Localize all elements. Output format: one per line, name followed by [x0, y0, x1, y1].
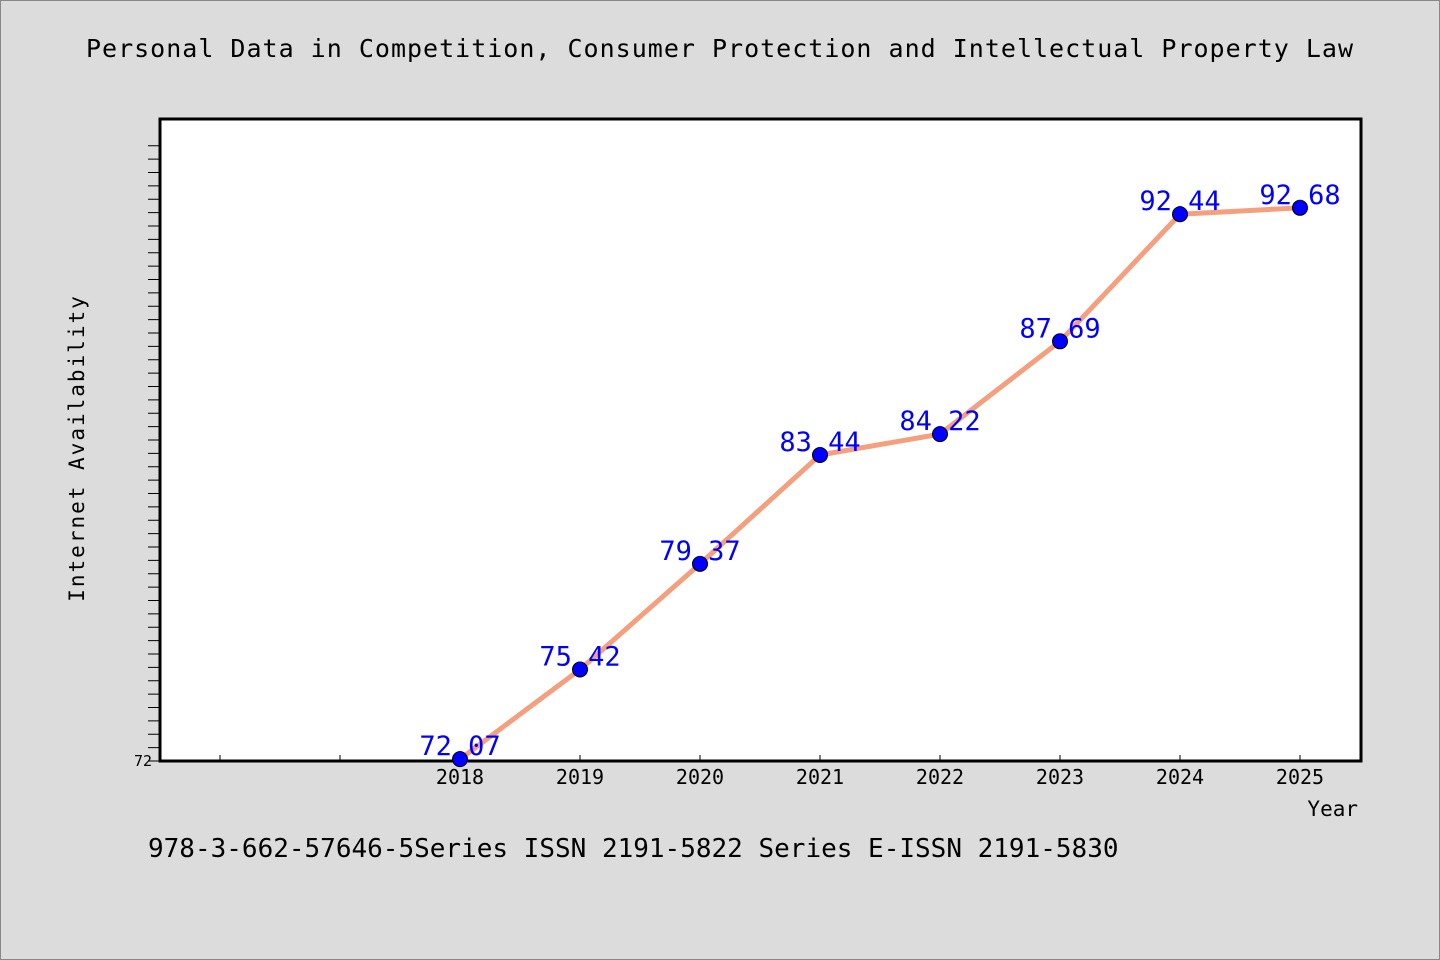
data-points: [452, 199, 1308, 768]
x-axis-label: Year: [1307, 797, 1358, 821]
x-tick-label: 2024: [1156, 765, 1204, 789]
y-tick-label: 72: [134, 752, 152, 770]
data-point: [812, 446, 828, 463]
data-point: [1292, 199, 1308, 216]
x-tick-label: 2020: [676, 765, 724, 789]
x-tick-label: 2025: [1276, 765, 1324, 789]
data-label: 72.07: [419, 731, 500, 762]
data-label: 87.69: [1019, 313, 1100, 344]
y-axis-label: Internet Availability: [65, 294, 89, 602]
data-point: [692, 555, 708, 572]
x-tick-label: 2022: [916, 765, 964, 789]
data-point: [452, 751, 468, 768]
data-label: 75.42: [539, 642, 620, 673]
chart-title: Personal Data in Competition, Consumer P…: [85, 34, 1355, 63]
data-label: 92.68: [1259, 180, 1340, 211]
x-tick-label: 2018: [436, 765, 484, 789]
data-point: [1172, 206, 1188, 223]
plot-area: [158, 117, 1363, 763]
y-axis-ticks: 72: [134, 145, 160, 770]
footer-text: 978-3-662-57646-5Series ISSN 2191-5822 S…: [148, 834, 1119, 864]
series-line: [457, 205, 1303, 762]
x-tick-label: 2019: [556, 765, 604, 789]
series-line-group: [457, 205, 1303, 762]
x-tick-label: 2023: [1036, 765, 1084, 789]
data-point: [1052, 333, 1068, 350]
data-point: [932, 426, 948, 443]
data-label: 79.37: [659, 536, 740, 567]
data-label: 83.44: [779, 427, 860, 458]
data-labels: 72.07 75.42 79.37 83.44 84.22 87.69 92.44 92.68: [419, 180, 1340, 762]
x-axis-ticks: 2018 2019 2020 2021 2022 2023 2024 2025: [219, 755, 1324, 789]
data-point: [572, 661, 588, 678]
data-label: 84.22: [899, 406, 980, 437]
data-label: 92.44: [1139, 186, 1220, 217]
x-tick-label: 2021: [796, 765, 844, 789]
